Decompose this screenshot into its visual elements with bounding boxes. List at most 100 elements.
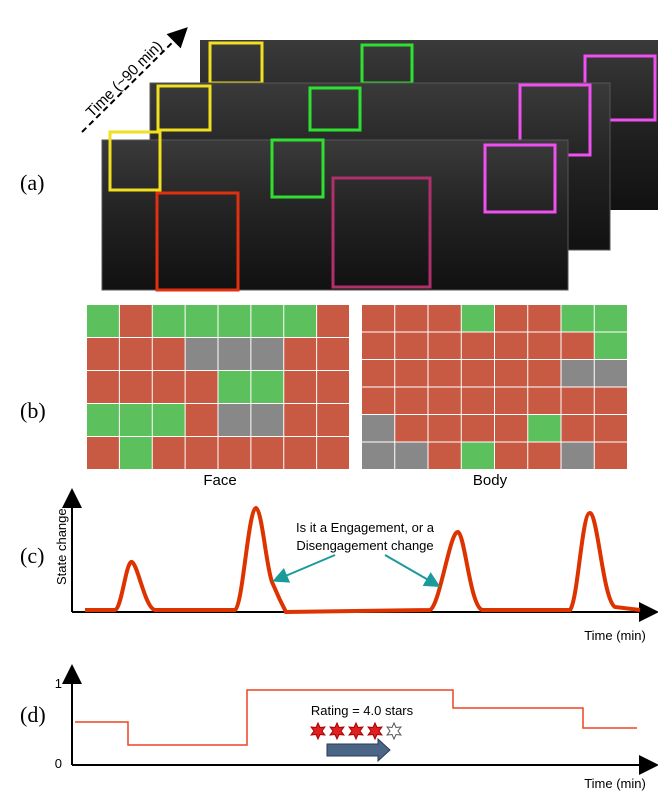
thumbnail bbox=[317, 338, 349, 370]
thumbnail bbox=[362, 443, 394, 470]
thumbnail bbox=[595, 415, 627, 442]
thumbnail bbox=[595, 388, 627, 415]
thumbnail bbox=[429, 333, 461, 360]
thumbnail bbox=[528, 360, 560, 387]
star bbox=[330, 723, 344, 739]
thumbnail bbox=[495, 415, 527, 442]
face-label: Face bbox=[203, 472, 236, 489]
thumbnail bbox=[284, 437, 316, 469]
thumbnail bbox=[528, 333, 560, 360]
thumbnail bbox=[528, 415, 560, 442]
thumbnail bbox=[186, 338, 218, 370]
panel-label: (d) bbox=[20, 702, 46, 727]
thumbnail bbox=[495, 333, 527, 360]
question-line: Is it a Engagement, or a bbox=[296, 520, 435, 535]
y-tick-label: 0 bbox=[55, 756, 62, 771]
thumbnail bbox=[562, 415, 594, 442]
x-label: Time (min) bbox=[584, 628, 646, 643]
thumbnail bbox=[528, 305, 560, 332]
thumbnail bbox=[495, 443, 527, 470]
video-frames bbox=[102, 40, 658, 290]
thumbnail bbox=[251, 371, 283, 403]
thumbnail bbox=[87, 437, 119, 469]
thumbnail bbox=[362, 388, 394, 415]
thumbnail bbox=[429, 388, 461, 415]
thumbnail bbox=[153, 404, 185, 436]
thumbnail bbox=[186, 305, 218, 337]
thumbnail bbox=[251, 404, 283, 436]
thumbnail bbox=[362, 333, 394, 360]
thumbnail bbox=[595, 333, 627, 360]
thumbnail bbox=[317, 437, 349, 469]
y-tick-label: 1 bbox=[55, 676, 62, 691]
thumbnail bbox=[562, 333, 594, 360]
thumbnail bbox=[219, 371, 251, 403]
thumbnail bbox=[462, 443, 494, 470]
thumbnail bbox=[317, 404, 349, 436]
thumbnail bbox=[562, 360, 594, 387]
star bbox=[368, 723, 382, 739]
annotation-arrow bbox=[276, 555, 335, 580]
thumbnail bbox=[251, 437, 283, 469]
thumbnail bbox=[87, 305, 119, 337]
thumbnail bbox=[153, 338, 185, 370]
thumbnail bbox=[120, 305, 152, 337]
thumbnail bbox=[562, 305, 594, 332]
thumbnail bbox=[317, 371, 349, 403]
question-line: Disengagement change bbox=[296, 538, 433, 553]
thumbnail bbox=[120, 371, 152, 403]
thumbnail bbox=[429, 443, 461, 470]
panel-label: (a) bbox=[20, 170, 44, 195]
thumbnail bbox=[429, 305, 461, 332]
thumbnail bbox=[462, 333, 494, 360]
thumbnail bbox=[362, 360, 394, 387]
thumbnail bbox=[251, 305, 283, 337]
thumbnail bbox=[462, 388, 494, 415]
thumbnail bbox=[219, 404, 251, 436]
thumbnail bbox=[186, 437, 218, 469]
thumbnail bbox=[251, 338, 283, 370]
thumbnail bbox=[429, 360, 461, 387]
panel-label: (b) bbox=[20, 398, 46, 423]
thumbnail bbox=[284, 404, 316, 436]
x-label: Time (min) bbox=[584, 776, 646, 791]
thumbnail bbox=[395, 443, 427, 470]
thumbnail bbox=[362, 305, 394, 332]
thumbnail bbox=[495, 360, 527, 387]
thumbnail bbox=[462, 360, 494, 387]
thumbnail bbox=[528, 388, 560, 415]
thumbnail bbox=[284, 305, 316, 337]
thumbnail bbox=[317, 305, 349, 337]
thumbnail bbox=[395, 415, 427, 442]
thumbnail bbox=[87, 404, 119, 436]
body-grid bbox=[362, 305, 627, 469]
face-grid bbox=[87, 305, 349, 469]
stars bbox=[311, 723, 401, 739]
thumbnail bbox=[429, 415, 461, 442]
panel-label: (c) bbox=[20, 543, 44, 568]
thumbnail bbox=[562, 388, 594, 415]
star bbox=[311, 723, 325, 739]
thumbnail bbox=[395, 305, 427, 332]
thumbnail bbox=[495, 305, 527, 332]
thumbnail bbox=[595, 360, 627, 387]
thumbnail bbox=[462, 415, 494, 442]
thumbnail bbox=[395, 333, 427, 360]
figure: (a) Time (~90 min) (b) Face Body (c) Sta… bbox=[0, 0, 658, 793]
thumbnail bbox=[595, 443, 627, 470]
thumbnail bbox=[495, 388, 527, 415]
thumbnail bbox=[186, 371, 218, 403]
thumbnail bbox=[120, 437, 152, 469]
thumbnail bbox=[219, 338, 251, 370]
annotation-arrow bbox=[385, 555, 437, 585]
thumbnail bbox=[395, 360, 427, 387]
thumbnail bbox=[87, 371, 119, 403]
thumbnail bbox=[219, 437, 251, 469]
star bbox=[349, 723, 363, 739]
thumbnail bbox=[562, 443, 594, 470]
thumbnail bbox=[362, 415, 394, 442]
thumbnail bbox=[462, 305, 494, 332]
thumbnail bbox=[186, 404, 218, 436]
thumbnail bbox=[395, 388, 427, 415]
thumbnail bbox=[219, 305, 251, 337]
